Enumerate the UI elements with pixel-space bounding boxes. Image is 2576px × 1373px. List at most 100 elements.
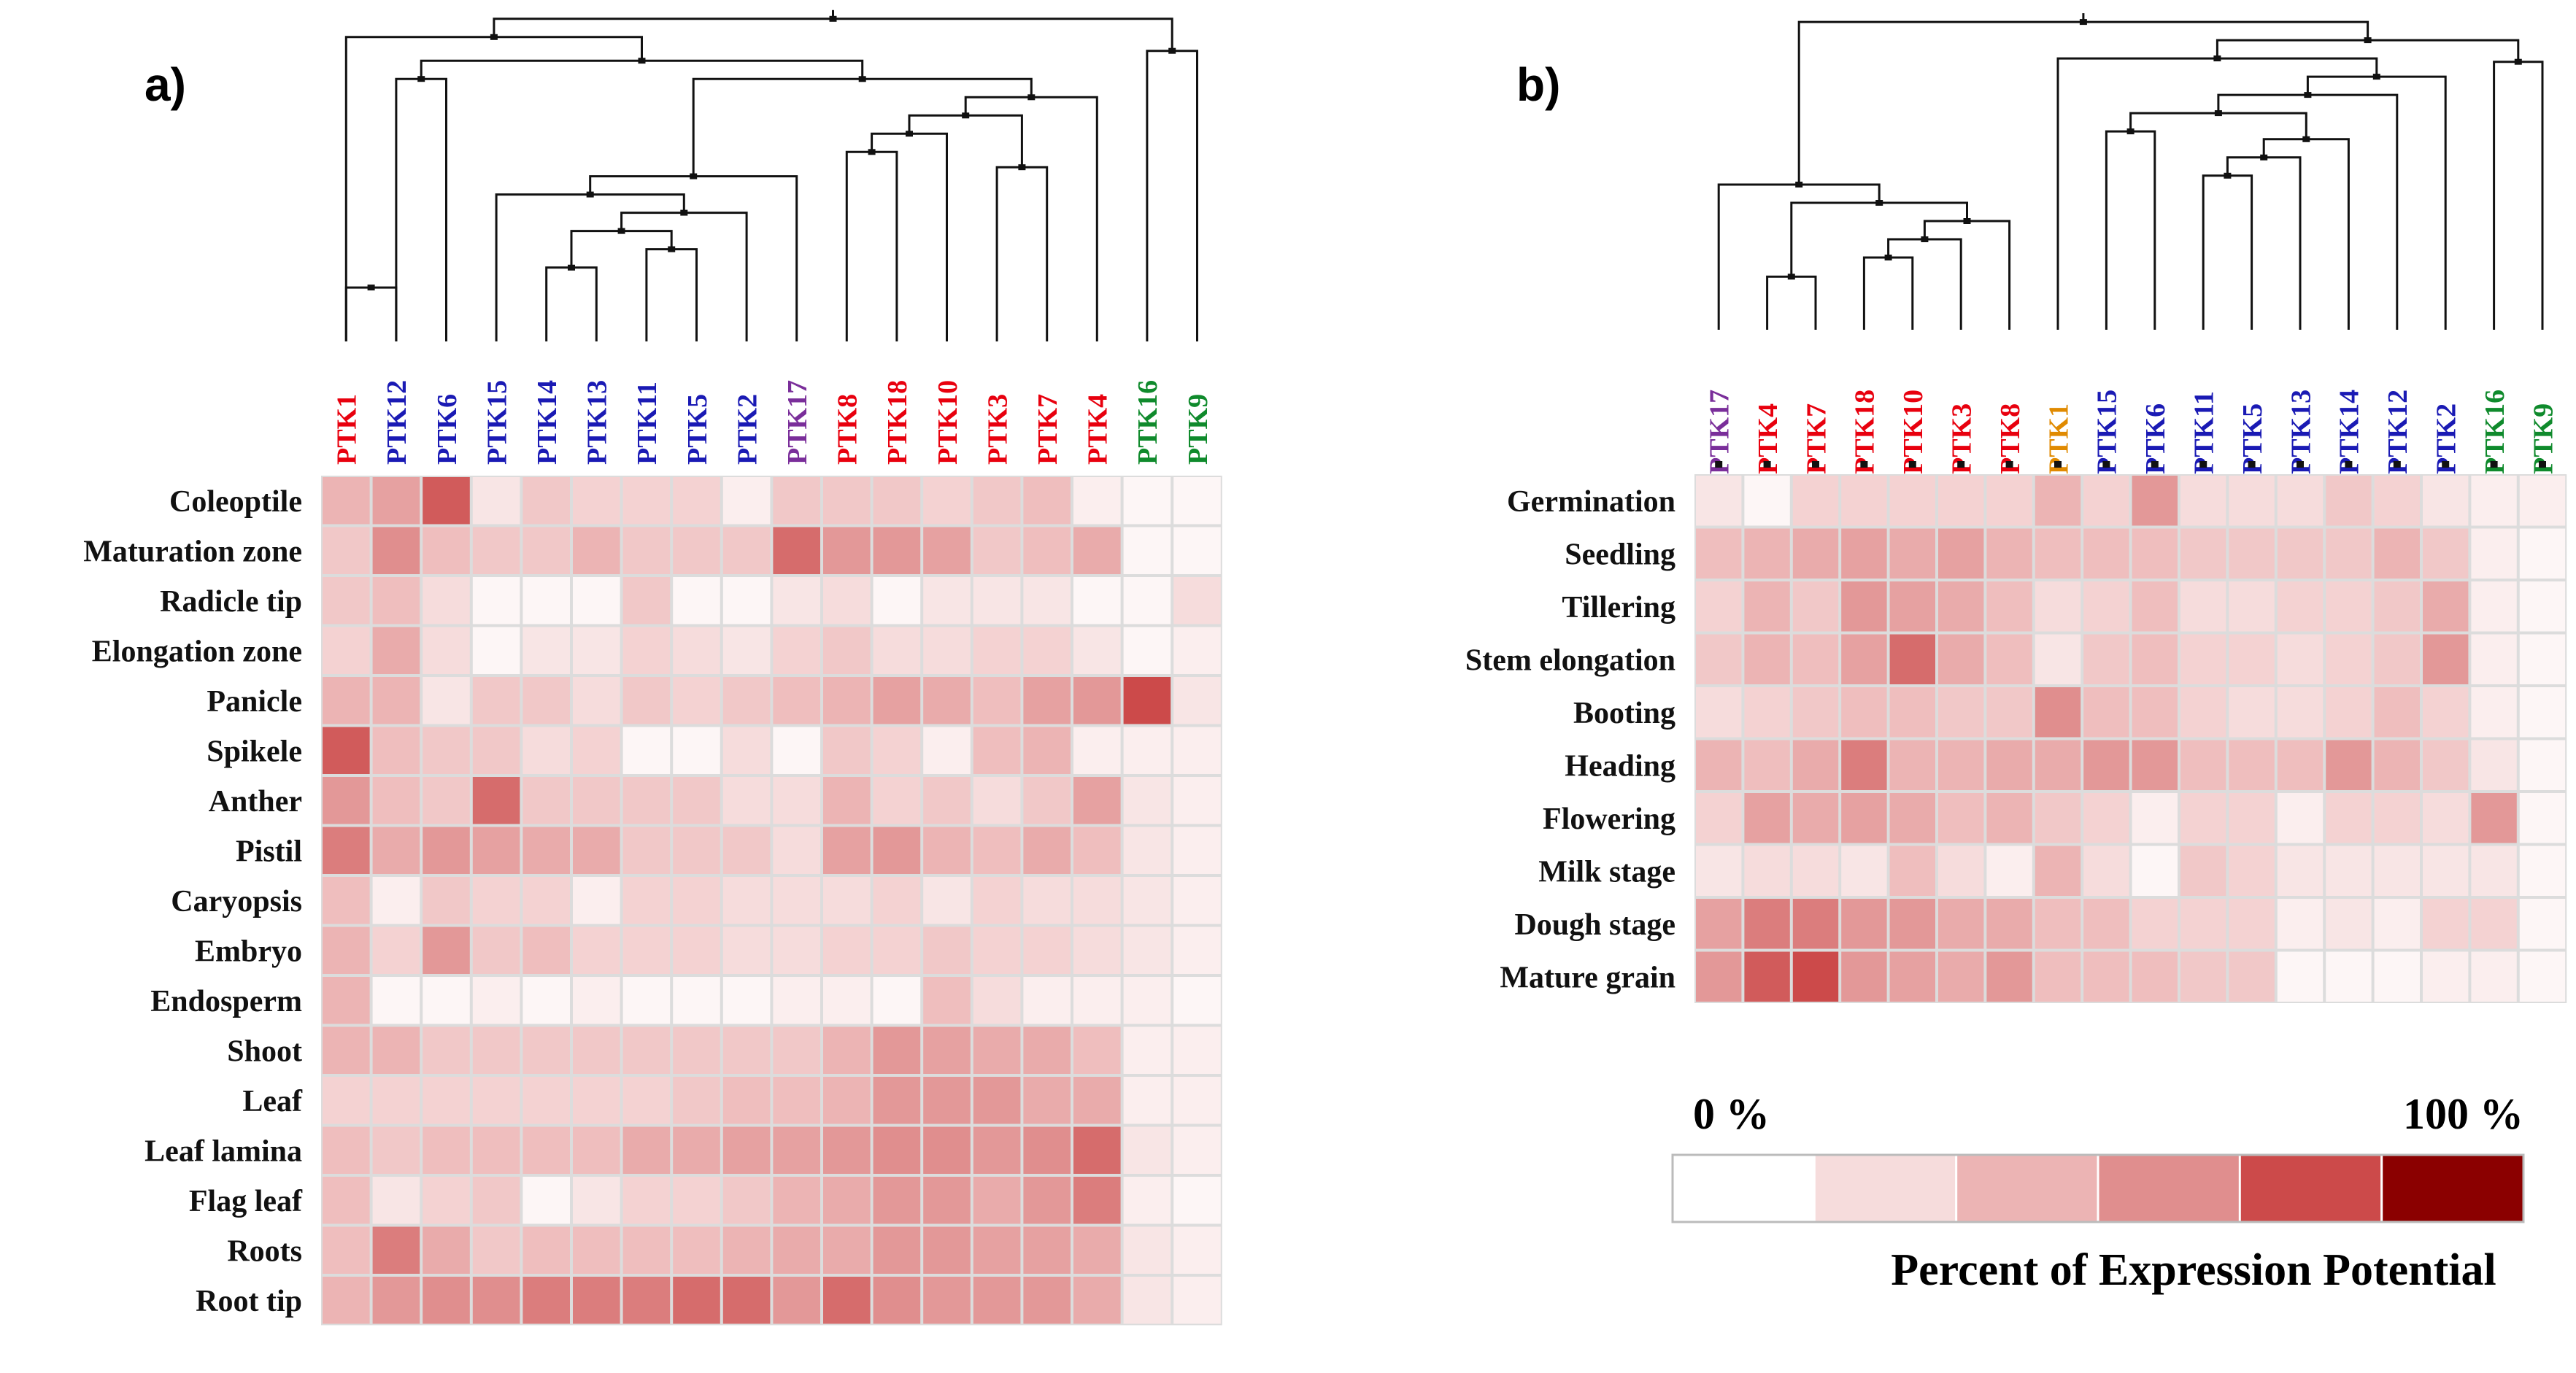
column-label: PTK13 — [2286, 390, 2316, 474]
heatmap-cell — [2035, 846, 2081, 896]
heatmap-cell — [2519, 846, 2566, 896]
heatmap-cell — [1986, 740, 2032, 790]
heatmap-cell — [522, 1177, 570, 1224]
heatmap-cell — [673, 777, 720, 824]
heatmap-cell — [773, 727, 820, 774]
dendrogram-branch — [995, 166, 1049, 341]
heatmap-cell — [923, 1077, 971, 1124]
heatmap-cell — [2035, 899, 2081, 949]
heatmap-cell — [472, 1226, 520, 1274]
heatmap-cell — [2083, 476, 2129, 526]
heatmap-cell — [1841, 581, 1887, 632]
heatmap-cell — [372, 1177, 420, 1224]
row-label: Anther — [209, 785, 302, 819]
color-legend: 0 % 100 % Percent of Expression Potentia… — [1671, 1090, 2525, 1295]
heatmap-cell — [323, 977, 370, 1024]
heatmap-cell — [1173, 927, 1221, 974]
column-label: PTK16 — [1133, 380, 1163, 465]
column-label: PTK3 — [982, 394, 1013, 465]
heatmap-cell — [2180, 687, 2226, 738]
heatmap-cell — [823, 1277, 871, 1324]
heatmap-cell — [1744, 476, 1790, 526]
heatmap-cell — [1123, 1277, 1171, 1324]
heatmap-cell — [2132, 476, 2178, 526]
heatmap-cell — [673, 477, 720, 525]
column-marker — [2005, 461, 2013, 468]
heatmap-cell — [773, 927, 820, 974]
dendrogram-branch — [1862, 256, 1914, 330]
heatmap-cell — [1696, 846, 1742, 896]
heatmap-cell — [323, 677, 370, 724]
column-label: PTK5 — [682, 394, 713, 465]
heatmap-cell — [1073, 1226, 1121, 1274]
heatmap-cell — [1023, 527, 1071, 574]
heatmap-cell — [323, 627, 370, 674]
heatmap-cell — [573, 977, 620, 1024]
heatmap-cell — [2180, 846, 2226, 896]
heatmap-cell — [1073, 1126, 1121, 1174]
heatmap-cell — [1889, 899, 1935, 949]
heatmap-cell — [1792, 528, 1839, 579]
heatmap-cell — [873, 1226, 921, 1274]
heatmap-cell — [2035, 476, 2081, 526]
heatmap-cell — [573, 627, 620, 674]
heatmap-cell — [573, 1177, 620, 1224]
heatmap-cell — [823, 977, 871, 1024]
heatmap-cell — [2374, 634, 2420, 684]
heatmap-cell — [2423, 687, 2469, 738]
column-marker — [1957, 461, 1965, 468]
heatmap-cell — [923, 1126, 971, 1174]
column-marker — [2151, 461, 2159, 468]
heatmap-cell — [1173, 1126, 1221, 1174]
heatmap-cell — [1023, 827, 1071, 874]
heatmap-cell — [2374, 740, 2420, 790]
heatmap-cell — [1696, 528, 1742, 579]
heatmap-cell — [2374, 476, 2420, 526]
heatmap-cell — [923, 977, 971, 1024]
row-label: Spikele — [207, 735, 302, 769]
dendrogram-branch — [344, 286, 398, 341]
legend-color-scale — [1671, 1153, 2525, 1223]
heatmap-cell — [2132, 687, 2178, 738]
heatmap-cell — [823, 677, 871, 724]
heatmap-cell — [423, 877, 470, 924]
column-label: PTK14 — [2334, 390, 2365, 474]
dendrogram-branch — [1146, 50, 1198, 341]
heatmap-cell — [1123, 627, 1171, 674]
heatmap-cell — [1173, 777, 1221, 824]
heatmap-cell — [873, 927, 921, 974]
heatmap-cell — [673, 527, 720, 574]
heatmap-cell — [823, 727, 871, 774]
heatmap-cell — [2229, 476, 2275, 526]
heatmap-cell — [573, 877, 620, 924]
row-label: Germination — [1507, 485, 1675, 519]
dendrogram-branch — [871, 132, 948, 341]
heatmap-cell — [722, 777, 771, 824]
heatmap-cell — [2035, 581, 2081, 632]
heatmap-cell — [622, 1177, 671, 1224]
heatmap-cell — [722, 927, 771, 974]
heatmap-cell — [1173, 977, 1221, 1024]
heatmap-cell — [323, 827, 370, 874]
heatmap-cell — [2471, 528, 2517, 579]
heatmap-cell — [973, 727, 1021, 774]
heatmap-cell — [773, 577, 820, 624]
heatmap-cell — [423, 1226, 470, 1274]
heatmap-cell — [873, 877, 921, 924]
heatmap-cell — [1744, 634, 1790, 684]
heatmap-cell — [1889, 528, 1935, 579]
column-marker — [1715, 461, 1723, 468]
heatmap-cell — [1744, 793, 1790, 843]
heatmap-cell — [2326, 951, 2372, 1002]
heatmap-cell — [423, 727, 470, 774]
heatmap-cell — [673, 1126, 720, 1174]
heatmap-cell — [923, 677, 971, 724]
heatmap-cell — [1938, 740, 1984, 790]
heatmap-cell — [1792, 951, 1839, 1002]
legend-frame — [1671, 1153, 2525, 1223]
heatmap-cell — [1023, 1026, 1071, 1074]
heatmap-cell — [673, 627, 720, 674]
heatmap-cell — [673, 1226, 720, 1274]
heatmap-cell — [773, 1026, 820, 1074]
column-marker — [2442, 461, 2450, 468]
